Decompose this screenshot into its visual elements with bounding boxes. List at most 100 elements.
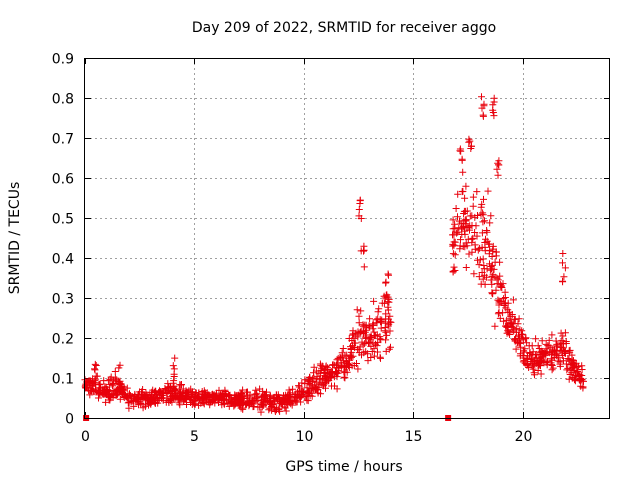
plot-frame <box>84 58 610 419</box>
data-point <box>384 322 392 330</box>
data-point <box>560 273 568 281</box>
data-point <box>574 368 581 376</box>
data-point <box>383 331 391 339</box>
data-point <box>323 375 331 383</box>
y-tick-label: 0.1 <box>52 372 74 388</box>
data-point <box>186 396 194 403</box>
data-point <box>559 352 567 360</box>
data-point <box>489 109 497 116</box>
data-point <box>222 390 230 398</box>
data-point <box>85 387 93 394</box>
data-point <box>377 336 385 344</box>
x-tick-label: 0 <box>81 429 90 445</box>
data-point <box>139 386 147 393</box>
data-point <box>139 404 147 412</box>
data-point <box>104 377 112 385</box>
data-point <box>496 297 504 305</box>
y-tick-label: 0.9 <box>52 52 74 68</box>
data-point <box>540 359 548 367</box>
data-point <box>151 399 159 406</box>
data-point <box>566 346 574 354</box>
data-point <box>496 272 504 280</box>
y-tick-label: 0.8 <box>52 92 74 108</box>
data-point <box>462 216 470 224</box>
data-point <box>475 273 483 281</box>
data-point <box>449 240 457 248</box>
data-point <box>385 271 392 279</box>
data-point <box>260 391 268 399</box>
data-point <box>487 212 495 220</box>
y-tick-label: 0.7 <box>52 132 74 148</box>
data-point <box>449 268 457 276</box>
data-point <box>237 396 245 404</box>
data-point <box>147 400 155 408</box>
data-point <box>529 365 537 373</box>
data-point <box>504 299 512 307</box>
data-point <box>169 362 177 370</box>
x-tick-label: 15 <box>405 429 423 445</box>
data-point <box>563 366 571 374</box>
data-point <box>504 322 512 330</box>
data-point <box>347 348 355 356</box>
data-point <box>494 171 502 179</box>
data-point <box>199 393 207 401</box>
data-point <box>449 216 457 224</box>
data-point <box>345 354 353 362</box>
data-point <box>366 323 374 331</box>
data-point <box>512 345 520 353</box>
data-point <box>333 359 341 367</box>
data-point <box>544 342 552 350</box>
data-point <box>289 385 297 393</box>
data-point <box>477 210 485 218</box>
data-point <box>378 299 386 307</box>
data-point <box>478 93 485 101</box>
data-point <box>527 358 535 365</box>
data-point <box>492 286 500 294</box>
data-point <box>373 319 381 327</box>
data-point <box>155 388 163 396</box>
data-point <box>579 384 587 392</box>
data-point <box>478 104 486 112</box>
data-point <box>339 353 347 361</box>
data-point <box>468 248 476 256</box>
data-point <box>347 343 354 351</box>
data-point <box>479 111 487 119</box>
data-point <box>507 319 515 327</box>
data-point <box>125 404 133 412</box>
data-point <box>469 193 477 201</box>
data-point <box>450 263 458 271</box>
data-point <box>250 395 258 403</box>
data-point <box>370 352 378 360</box>
data-point <box>345 364 353 371</box>
data-point <box>478 229 486 237</box>
data-point <box>494 310 502 318</box>
data-point <box>295 393 303 401</box>
y-axis-label: SRMTID / TECUs <box>7 182 23 295</box>
data-point <box>322 362 330 370</box>
data-point <box>360 263 368 271</box>
data-point <box>283 393 291 401</box>
data-point <box>181 390 189 397</box>
data-point <box>185 394 193 402</box>
data-point <box>221 386 229 394</box>
data-point <box>355 319 363 327</box>
data-point <box>215 399 222 406</box>
data-point <box>270 393 278 401</box>
data-point <box>466 222 474 230</box>
data-point <box>534 342 542 350</box>
data-point <box>382 328 390 336</box>
data-point <box>92 372 100 380</box>
data-point <box>91 365 98 373</box>
data-point <box>516 326 524 334</box>
data-point <box>235 401 243 408</box>
data-point <box>473 232 481 240</box>
data-point <box>385 345 393 353</box>
data-point <box>122 393 130 401</box>
data-point <box>472 222 480 230</box>
data-point <box>491 322 499 330</box>
data-point <box>183 401 190 408</box>
data-point <box>451 224 459 232</box>
data-point <box>558 340 566 348</box>
data-point <box>345 362 352 370</box>
data-point <box>171 354 179 362</box>
